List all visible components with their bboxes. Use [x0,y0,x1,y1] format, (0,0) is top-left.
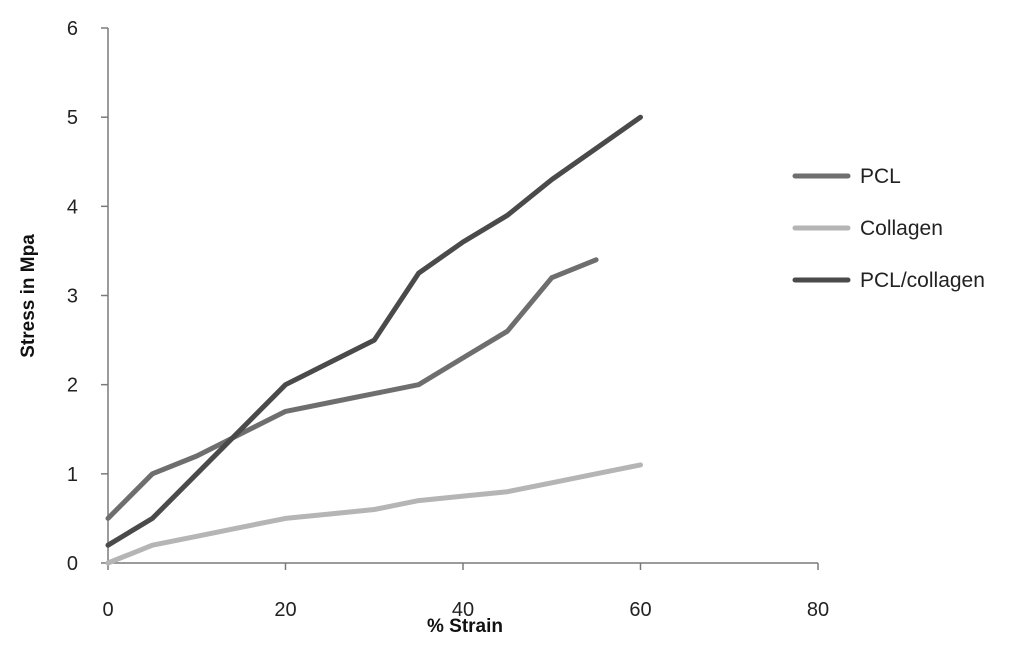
y-tick-label: 0 [67,553,78,575]
legend-label: PCL/collagen [860,269,985,292]
axes [107,28,818,564]
x-tick-label: 40 [452,599,474,621]
x-tick-label: 20 [274,599,296,621]
legend: PCL Collagen PCL/collagen [792,165,985,292]
y-tick-label: 2 [67,375,78,397]
x-tick-label: 0 [102,599,113,621]
x-tick-label: 80 [807,599,829,621]
legend-label: PCL [860,165,901,188]
y-tick-label: 4 [67,196,78,218]
y-tick-label: 6 [67,18,78,40]
x-axis-title: % Strain [427,616,503,637]
y-tick-label: 3 [67,286,78,308]
y-axis-title: Stress in Mpa [18,234,39,358]
y-tick-label: 1 [67,464,78,486]
y-tick-label: 5 [67,107,78,129]
x-tick-label: 60 [629,599,651,621]
legend-label: Collagen [860,217,943,240]
series-layer [105,114,643,566]
series-line-collagen [105,462,643,566]
series-line-pcl [105,257,599,521]
series-line-pcl-collagen [105,114,643,548]
ticks: 0 20 40 60 80 0 1 2 3 4 5 6 [67,18,829,621]
